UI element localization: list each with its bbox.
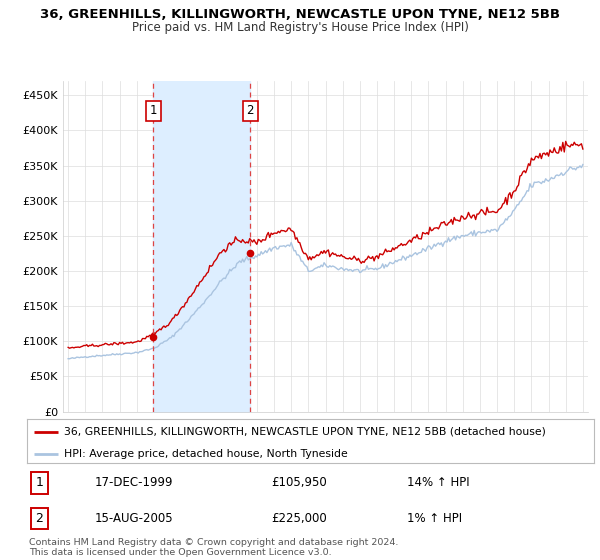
Text: 1: 1 [149,104,157,118]
Text: HPI: Average price, detached house, North Tyneside: HPI: Average price, detached house, Nort… [64,449,347,459]
Text: Price paid vs. HM Land Registry's House Price Index (HPI): Price paid vs. HM Land Registry's House … [131,21,469,34]
Text: Contains HM Land Registry data © Crown copyright and database right 2024.
This d: Contains HM Land Registry data © Crown c… [29,538,398,557]
Text: 1% ↑ HPI: 1% ↑ HPI [407,512,462,525]
Text: 2: 2 [35,512,43,525]
Text: 36, GREENHILLS, KILLINGWORTH, NEWCASTLE UPON TYNE, NE12 5BB (detached house): 36, GREENHILLS, KILLINGWORTH, NEWCASTLE … [64,427,546,437]
Text: 2: 2 [247,104,254,118]
Text: 36, GREENHILLS, KILLINGWORTH, NEWCASTLE UPON TYNE, NE12 5BB: 36, GREENHILLS, KILLINGWORTH, NEWCASTLE … [40,8,560,21]
Text: £225,000: £225,000 [271,512,326,525]
Text: 15-AUG-2005: 15-AUG-2005 [95,512,173,525]
Text: 14% ↑ HPI: 14% ↑ HPI [407,477,470,489]
Text: 17-DEC-1999: 17-DEC-1999 [95,477,173,489]
Text: 1: 1 [35,477,43,489]
Text: £105,950: £105,950 [271,477,326,489]
